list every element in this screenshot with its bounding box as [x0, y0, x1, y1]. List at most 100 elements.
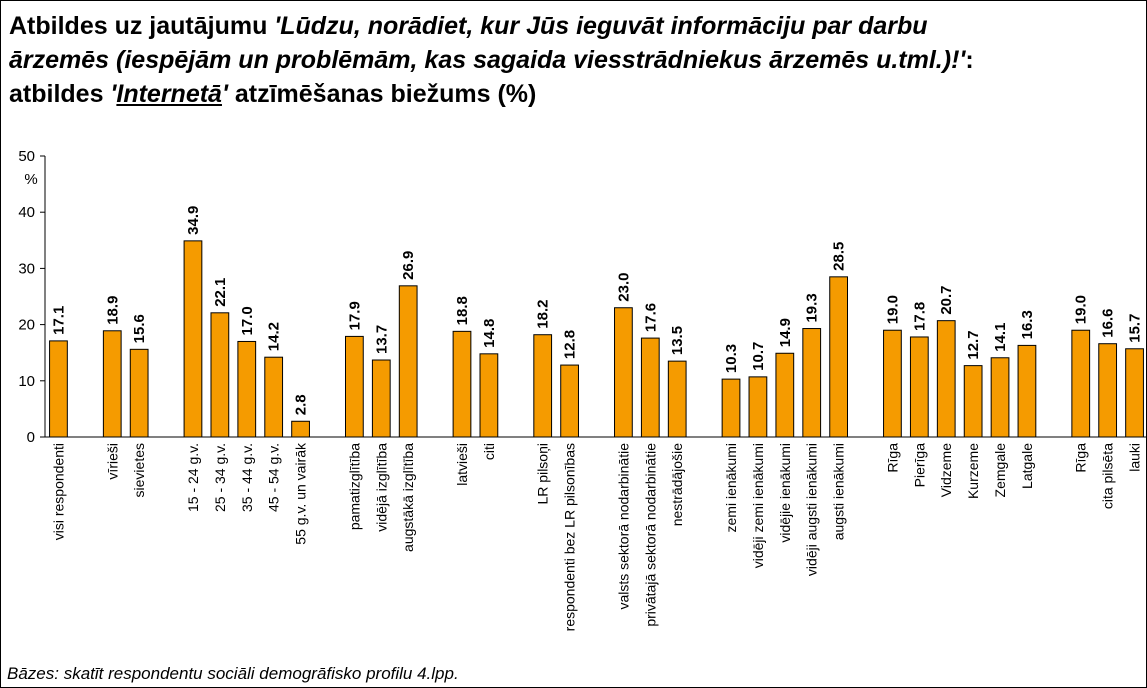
value-label: 14.8: [481, 319, 498, 348]
x-tick-label: vidējā izglītība: [373, 443, 389, 532]
value-label: 17.6: [642, 303, 659, 332]
x-tick-label: pamatizglītība: [346, 443, 362, 530]
x-tick-label: vidēji augsti ienākumi: [804, 443, 820, 576]
bar: [963, 365, 983, 438]
x-tick-label: augstākā izglītība: [400, 443, 416, 552]
bar: [533, 334, 553, 438]
bar: [1017, 344, 1037, 438]
x-tick-label: 25 - 34 g.v.: [212, 443, 228, 512]
bar: [49, 340, 68, 438]
bar: [398, 285, 418, 438]
x-tick-label: Zemgale: [992, 443, 1008, 498]
value-label: 16.6: [1100, 309, 1117, 338]
bar: [560, 364, 579, 438]
x-tick-label: augsti ienākumi: [831, 443, 847, 540]
bar: [748, 376, 768, 438]
value-label: 19.0: [884, 295, 901, 324]
x-tick-label: nestrādājošie: [669, 443, 685, 526]
x-tick-label: lauki: [1127, 443, 1143, 472]
x-tick-label: sievietes: [131, 443, 147, 497]
x-tick-label: privātajā sektorā nodarbinātie: [642, 443, 658, 627]
bar: [237, 340, 257, 438]
value-label: 13.5: [669, 326, 686, 355]
value-label: 20.7: [938, 285, 955, 314]
value-label: 26.9: [400, 251, 417, 280]
bar: [990, 357, 1010, 438]
bar: [264, 356, 284, 438]
x-tick-label: Rīga: [884, 443, 900, 473]
bar: [909, 336, 929, 438]
x-tick-label: cita pilsēta: [1100, 443, 1116, 509]
x-tick-label: Latgale: [1019, 443, 1035, 489]
bar: [452, 330, 472, 438]
x-tick-label: LR pilsoņi: [535, 443, 551, 504]
value-label: 17.1: [50, 306, 67, 335]
title-part: ': [221, 80, 228, 108]
footnote: Bāzes: skatīt respondentu sociāli demogr…: [7, 664, 459, 683]
value-label: 15.7: [1127, 314, 1144, 343]
bar: [1125, 348, 1144, 438]
y-tick-label: 20: [18, 317, 35, 334]
y-tick-label: 40: [18, 204, 35, 221]
x-tick-label: vīrieši: [104, 443, 120, 480]
value-label: 16.3: [1019, 310, 1036, 339]
x-tick-label: citi: [481, 443, 497, 460]
x-tick-label: zemi ienākumi: [723, 443, 739, 532]
bar: [802, 328, 822, 438]
y-tick-label: 30: [18, 260, 35, 277]
chart-title: Atbildes uz jautājumu 'Lūdzu, norādiet, …: [9, 9, 1009, 111]
value-label: 17.0: [239, 306, 256, 335]
bar: [640, 337, 660, 438]
x-tick-label: vidējie ienākumi: [777, 443, 793, 543]
value-label: 12.7: [965, 330, 982, 359]
bar: [210, 312, 230, 438]
value-label: 10.3: [723, 344, 740, 373]
value-label: 18.8: [454, 296, 471, 325]
value-label: 10.7: [750, 342, 767, 371]
value-label: 19.0: [1073, 295, 1090, 324]
x-tick-label: vidēji zemi ienākumi: [750, 443, 766, 568]
x-tick-label: Rīga: [1073, 443, 1089, 473]
y-tick-label: 0: [27, 429, 35, 446]
bar: [479, 353, 499, 438]
x-tick-label: visi respondenti: [50, 443, 66, 540]
x-tick-label: 35 - 44 g.v.: [239, 443, 255, 512]
bar: [614, 307, 633, 438]
bar: [102, 330, 122, 438]
x-tick-label: latvieši: [454, 443, 470, 486]
x-tick-label: respondenti bez LR pilsonības: [562, 443, 578, 631]
value-label: 23.0: [615, 273, 632, 302]
value-label: 14.2: [266, 322, 283, 351]
title-part: : atbildes: [9, 46, 974, 108]
y-tick-label: 50: [18, 148, 35, 165]
value-label: 15.6: [131, 314, 148, 343]
bar: [829, 276, 848, 438]
value-label: 17.8: [911, 302, 928, 331]
value-label: 14.1: [992, 323, 1009, 352]
title-part: Atbildes uz jautājumu: [9, 12, 275, 40]
bar: [1098, 343, 1118, 438]
value-label: 12.8: [562, 330, 579, 359]
x-tick-label: valsts sektorā nodarbinātie: [615, 443, 631, 610]
value-label: 13.7: [373, 325, 390, 354]
value-label: 22.1: [212, 278, 229, 307]
bar: [371, 359, 391, 438]
x-tick-label: Vidzeme: [938, 443, 954, 497]
x-tick-label: 55 g.v. un vairāk: [293, 442, 309, 545]
bar: [936, 320, 956, 438]
bar: [1071, 329, 1091, 438]
bar: [345, 335, 364, 438]
value-label: 19.3: [804, 293, 821, 322]
bar: [667, 360, 687, 438]
bar: [183, 240, 203, 438]
bar: [883, 329, 902, 438]
value-label: 17.9: [346, 301, 363, 330]
bar: [129, 348, 149, 438]
value-label: 34.9: [185, 206, 202, 235]
x-tick-label: Pierīga: [911, 443, 927, 488]
x-tick-label: 15 - 24 g.v.: [185, 443, 201, 512]
title-part: atzīmēšanas biežums (%): [227, 80, 537, 108]
title-part: 'Lūdzu, norādiet, kur Jūs ieguvāt inform…: [9, 12, 966, 74]
